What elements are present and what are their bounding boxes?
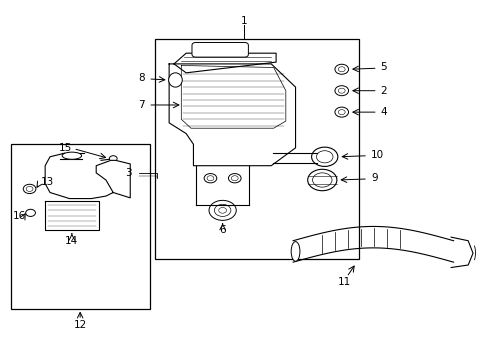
Text: 12: 12	[73, 320, 86, 330]
Polygon shape	[174, 53, 276, 73]
Text: 9: 9	[370, 173, 377, 183]
Bar	[11, 144, 149, 309]
Text: 10: 10	[370, 150, 383, 160]
FancyBboxPatch shape	[192, 42, 248, 57]
Text: 11: 11	[337, 277, 350, 287]
Text: 4: 4	[380, 107, 386, 117]
Ellipse shape	[290, 242, 299, 261]
Polygon shape	[169, 64, 295, 166]
Text: 2: 2	[380, 86, 386, 96]
Text: 15: 15	[59, 143, 72, 153]
Text: 5: 5	[380, 63, 386, 72]
Text: 16: 16	[13, 211, 26, 221]
Polygon shape	[45, 202, 99, 230]
Ellipse shape	[168, 73, 182, 87]
Ellipse shape	[62, 152, 81, 159]
Text: 6: 6	[219, 225, 225, 235]
Text: 13: 13	[41, 177, 54, 187]
Bar	[154, 39, 358, 258]
Text: 7: 7	[138, 100, 144, 110]
Polygon shape	[45, 153, 130, 199]
Text: 1: 1	[241, 16, 247, 26]
Text: 8: 8	[138, 73, 144, 83]
Text: 14: 14	[65, 236, 79, 246]
Text: 3: 3	[125, 168, 131, 178]
